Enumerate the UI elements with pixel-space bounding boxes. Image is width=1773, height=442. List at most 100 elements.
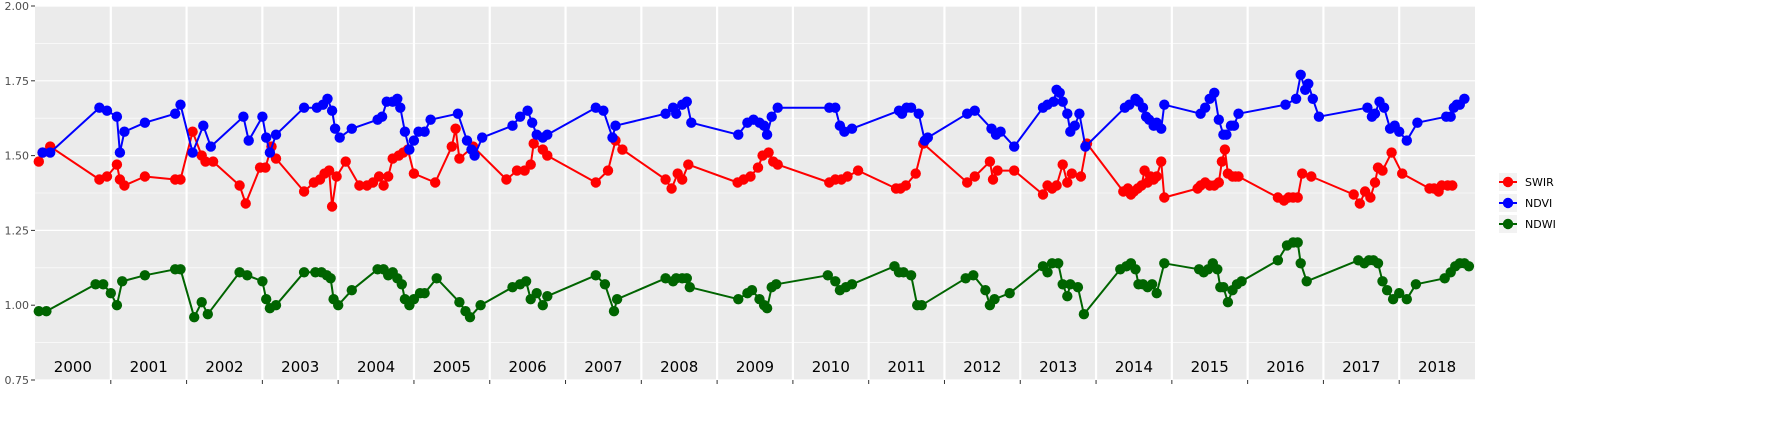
ndvi-point	[452, 108, 464, 119]
ndvi-point	[1200, 102, 1211, 113]
swir-point	[1037, 189, 1049, 200]
ndvi-point	[243, 135, 254, 146]
ndvi-point	[995, 126, 1006, 137]
year-label: 2009	[736, 358, 774, 376]
ndvi-point	[1233, 108, 1244, 119]
ndvi-point	[1303, 78, 1314, 90]
y-tick-label: 0.75	[5, 374, 30, 387]
ndvi-point	[1369, 108, 1381, 119]
ndwi-point	[117, 276, 128, 287]
swir-point	[677, 174, 688, 185]
swir-point	[900, 180, 911, 191]
ndvi-point	[1228, 120, 1240, 131]
ndvi-point	[922, 132, 933, 143]
year-label: 2011	[887, 358, 925, 376]
ndvi-point	[326, 105, 338, 116]
ndvi-point	[111, 111, 123, 122]
ndwi-point	[916, 300, 927, 311]
ndwi-point	[196, 297, 207, 308]
ndwi-point	[175, 264, 186, 275]
ndwi-point	[346, 285, 357, 296]
swir-point	[1066, 168, 1078, 179]
ndvi-point	[1412, 117, 1423, 128]
swir-point	[408, 168, 420, 179]
swir-point	[1365, 192, 1376, 203]
ndvi-point	[198, 120, 209, 131]
y-tick-label: 1.00	[5, 299, 30, 312]
swir-point	[992, 165, 1003, 176]
swir-point	[852, 165, 864, 176]
ndwi-point	[822, 270, 833, 281]
ndvi-point	[1137, 102, 1149, 113]
ndvi-point	[1159, 99, 1170, 110]
year-label: 2003	[281, 358, 319, 376]
ndwi-point	[1218, 282, 1229, 293]
ndwi-point	[1130, 264, 1141, 275]
swir-point	[1151, 171, 1162, 182]
ndwi-point	[611, 294, 623, 305]
ndvi-point	[1378, 102, 1390, 113]
swir-point	[323, 165, 335, 176]
ndvi-point	[761, 129, 773, 140]
swir-point	[175, 174, 186, 185]
ndvi-point	[395, 102, 406, 113]
ndvi-point	[425, 114, 436, 125]
ndvi-point	[542, 129, 553, 140]
year-label: 2002	[205, 358, 243, 376]
swir-point	[207, 156, 219, 167]
ndwi-point	[1078, 309, 1090, 320]
ndvi-point	[1009, 141, 1020, 152]
swir-point	[378, 180, 389, 191]
swir-point	[666, 183, 677, 194]
ndvi-point	[322, 93, 333, 105]
swir-point	[772, 159, 783, 170]
swir-point	[1213, 177, 1225, 188]
ndvi-point	[1445, 111, 1456, 122]
ndwi-point	[1057, 279, 1068, 290]
swir-point	[525, 159, 536, 170]
ndvi-point	[1156, 123, 1167, 134]
ndwi-point	[98, 279, 109, 290]
swir-point	[454, 153, 465, 164]
ndvi-point	[187, 147, 198, 158]
swir-point	[501, 174, 512, 185]
swir-point	[683, 159, 694, 170]
ndwi-point	[684, 282, 695, 293]
ndvi-point	[905, 102, 917, 113]
y-axis: 0.75 1.00 1.25 1.50 1.75 2.00	[5, 0, 35, 387]
ndwi-point	[1222, 297, 1234, 308]
ndvi-point	[681, 96, 692, 107]
ndwi-point	[396, 279, 407, 290]
ndvi-point	[1069, 120, 1081, 131]
ndvi-point	[1313, 111, 1325, 122]
swir-point	[373, 171, 385, 182]
ndvi-point	[45, 147, 56, 158]
ndwi-point	[270, 300, 282, 311]
ndvi-point	[913, 108, 924, 119]
ndvi-point	[1307, 93, 1319, 105]
ndvi-point	[758, 120, 770, 131]
swir-point	[987, 174, 999, 185]
ndwi-point	[905, 270, 917, 281]
swir-point	[111, 159, 123, 170]
y-tick-label: 1.25	[5, 224, 30, 237]
swir-point	[1159, 192, 1170, 203]
ndwi-point	[520, 276, 532, 287]
ndvi-point	[733, 129, 744, 140]
swir-point	[383, 171, 394, 182]
ndvi-point	[270, 129, 282, 140]
swir-point	[446, 141, 457, 152]
ndwi-point	[590, 270, 601, 281]
year-label: 2012	[963, 358, 1001, 376]
ndwi-point	[761, 303, 773, 314]
ndvi-point	[261, 132, 272, 143]
ndwi-point	[1151, 288, 1162, 299]
ndwi-point	[1159, 258, 1170, 269]
ndvi-point	[264, 147, 276, 158]
ndvi-point	[846, 123, 858, 134]
ndvi-point	[1054, 87, 1065, 99]
ndwi-point	[419, 288, 430, 299]
ndvi-point	[1401, 135, 1413, 146]
swir-point	[763, 147, 774, 158]
ndwi-point	[1372, 258, 1384, 269]
